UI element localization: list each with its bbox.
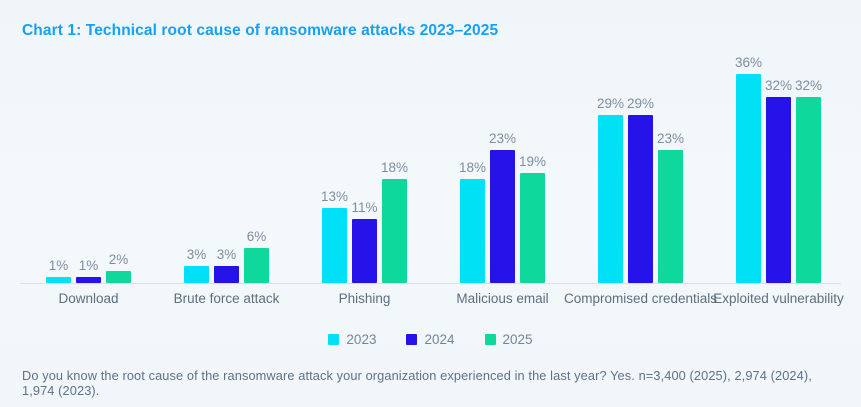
bar-value-label: 13% xyxy=(320,188,349,204)
bar-group: 1% 1% 2% xyxy=(46,252,131,283)
bar-2025 xyxy=(520,173,545,283)
category-label: Phishing xyxy=(338,291,391,306)
bar-2023 xyxy=(598,115,623,283)
chart-plot: 1% 1% 2% 3% 3% 6% 13% 11% 18% 18% 23% 19% 29% 29% 23% 3… xyxy=(0,47,861,283)
survey-footnote: Do you know the root cause of the ransom… xyxy=(22,368,812,398)
bar-2025 xyxy=(244,248,269,283)
category-label: Compromised credentials xyxy=(563,291,718,306)
bar-column: 11% xyxy=(351,199,378,283)
category-label: Exploited vulnerability xyxy=(713,291,844,306)
legend-label: 2025 xyxy=(502,332,533,347)
bar-value-label: 2% xyxy=(108,251,129,267)
bar-value-label: 11% xyxy=(351,199,378,215)
category-label: Malicious email xyxy=(456,291,549,306)
bar-value-label: 32% xyxy=(794,77,823,93)
bar-column: 23% xyxy=(656,130,685,283)
category-axis: Download Brute force attack Phishing Malici… xyxy=(0,291,861,306)
bar-value-label: 6% xyxy=(246,228,267,244)
bar-value-label: 1% xyxy=(48,257,69,273)
bar-group: 3% 3% 6% xyxy=(184,229,269,283)
bar-value-label: 18% xyxy=(458,159,487,175)
bar-group: 13% 11% 18% xyxy=(320,159,409,283)
bar-column: 1% xyxy=(76,258,101,283)
bar-column: 19% xyxy=(518,153,547,283)
bar-2024 xyxy=(766,97,791,283)
bar-2023 xyxy=(46,277,71,283)
bar-value-label: 3% xyxy=(216,246,237,262)
bar-2023 xyxy=(184,266,209,283)
bar-2025 xyxy=(382,179,407,283)
bar-value-label: 36% xyxy=(734,54,763,70)
bar-column: 32% xyxy=(794,77,823,283)
bar-column: 6% xyxy=(244,229,269,283)
legend-label: 2024 xyxy=(424,332,455,347)
bar-value-label: 32% xyxy=(764,77,793,93)
bar-value-label: 19% xyxy=(518,153,547,169)
bar-group: 36% 32% 32% xyxy=(734,54,823,283)
bar-2024 xyxy=(490,150,515,283)
legend-swatch-2023 xyxy=(328,334,340,345)
bar-column: 23% xyxy=(488,130,517,283)
legend-item-2025: 2025 xyxy=(484,332,533,347)
bar-column: 1% xyxy=(46,258,71,283)
bar-2024 xyxy=(352,219,377,283)
bar-column: 2% xyxy=(106,252,131,283)
bar-2025 xyxy=(796,97,821,283)
bar-column: 13% xyxy=(320,188,349,283)
bar-value-label: 29% xyxy=(596,95,625,111)
bar-group: 18% 23% 19% xyxy=(458,130,547,283)
bar-column: 36% xyxy=(734,54,763,283)
bar-group: 29% 29% 23% xyxy=(596,95,685,283)
bar-2023 xyxy=(460,179,485,283)
bar-2024 xyxy=(628,115,653,283)
legend-item-2024: 2024 xyxy=(406,332,455,347)
bar-2023 xyxy=(736,74,761,283)
bar-value-label: 29% xyxy=(626,95,655,111)
bar-value-label: 18% xyxy=(380,159,409,175)
bar-2025 xyxy=(106,271,131,283)
bar-2024 xyxy=(214,266,239,283)
chart-legend: 2023 2024 2025 xyxy=(0,332,861,347)
bar-column: 3% xyxy=(214,247,239,283)
bar-value-label: 3% xyxy=(186,246,207,262)
bar-2023 xyxy=(322,208,347,283)
category-label: Download xyxy=(58,291,119,306)
bar-column: 18% xyxy=(380,159,409,283)
bar-column: 29% xyxy=(626,95,655,283)
legend-swatch-2025 xyxy=(484,334,496,345)
bar-column: 18% xyxy=(458,159,487,283)
bar-column: 3% xyxy=(184,247,209,283)
bar-column: 32% xyxy=(764,77,793,283)
category-label: Brute force attack xyxy=(173,291,280,306)
bar-value-label: 23% xyxy=(488,130,517,146)
bar-2025 xyxy=(658,150,683,283)
legend-swatch-2024 xyxy=(406,334,418,345)
legend-item-2023: 2023 xyxy=(328,332,376,347)
bar-column: 29% xyxy=(596,95,625,283)
legend-label: 2023 xyxy=(346,332,377,347)
bar-2024 xyxy=(76,277,101,283)
bar-value-label: 1% xyxy=(78,257,99,273)
x-axis-line xyxy=(20,283,841,284)
bar-value-label: 23% xyxy=(656,130,685,146)
chart-title: Chart 1: Technical root cause of ransomw… xyxy=(22,22,499,39)
